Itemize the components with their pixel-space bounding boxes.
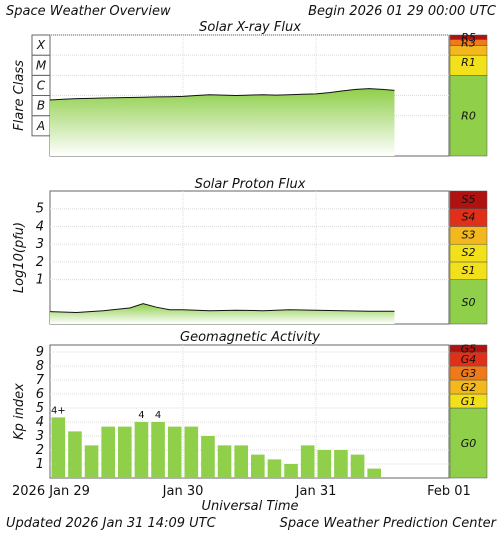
- y-tick-label: 1: [36, 457, 44, 472]
- kp-bar: [234, 445, 248, 478]
- credit: Space Weather Prediction Center: [280, 516, 498, 531]
- s-scale-label: S1: [462, 264, 476, 277]
- s-scale-label: S0: [462, 296, 476, 309]
- x-axis-label: Universal Time: [201, 499, 298, 514]
- kp-bar: [251, 454, 265, 478]
- y-axis-label: Kp index: [12, 383, 27, 440]
- r-scale-label: R5: [461, 31, 476, 44]
- kp-bar: [134, 422, 149, 478]
- y-tick-label: 9: [36, 345, 44, 360]
- updated-time: Updated 2026 Jan 31 14:09 UTC: [6, 516, 217, 531]
- kp-bar: [334, 450, 348, 478]
- flare-class-tick: A: [36, 119, 45, 133]
- y-tick-label: 7: [36, 373, 45, 388]
- xray-title: Solar X-ray Flux: [199, 20, 301, 35]
- s-scale-label: S4: [462, 211, 476, 224]
- r-scale-label: R1: [461, 56, 476, 69]
- kp-bar: [68, 431, 82, 478]
- xray-flux-line: [49, 88, 395, 101]
- s-scale-label: S2: [462, 246, 476, 259]
- kp-data-label: 4: [155, 410, 161, 421]
- kp-bar: [118, 426, 132, 478]
- y-tick-label: 6: [36, 387, 44, 402]
- kp-bar: [217, 445, 232, 478]
- kp-bar: [350, 454, 365, 478]
- kp-bar: [51, 417, 66, 478]
- flare-class-box: [31, 34, 51, 56]
- kp-bar: [367, 468, 381, 478]
- kp-bar: [151, 422, 165, 478]
- geomag-title: Geomagnetic Activity: [180, 330, 320, 345]
- g-scale-label: G4: [461, 353, 477, 366]
- y-axis-label: Log10(pfu): [12, 222, 27, 293]
- proton-title: Solar Proton Flux: [195, 177, 306, 192]
- kp-bar: [167, 426, 182, 478]
- x-tick-label: Feb 01: [427, 484, 471, 499]
- g-scale-label: G5: [461, 343, 477, 356]
- begin-time: Begin 2026 01 29 00:00 UTC: [308, 4, 497, 19]
- xray-flux-area: [50, 88, 395, 156]
- r-scale-label: R3: [461, 37, 476, 50]
- kp-data-label: 4: [138, 410, 144, 421]
- r-scale-label: R0: [461, 110, 476, 123]
- y-tick-label: 3: [36, 429, 44, 444]
- kp-bar: [267, 459, 282, 478]
- kp-bar: [101, 426, 115, 478]
- y-tick-label: 2: [36, 255, 44, 270]
- g-scale-label: G0: [461, 437, 477, 450]
- x-tick-label: 2026 Jan 29: [12, 484, 90, 499]
- y-tick-label: 3: [36, 237, 44, 252]
- g-scale-label: G2: [461, 381, 477, 394]
- kp-bar: [284, 464, 298, 478]
- r-scale-segment: [449, 34, 488, 40]
- flare-class-tick: X: [36, 38, 46, 52]
- g-scale-segment: [449, 344, 488, 353]
- plot-frame: [49, 344, 450, 479]
- s-scale-segment: [449, 190, 488, 209]
- flare-class-tick: B: [37, 99, 45, 113]
- kp-bar: [84, 445, 99, 478]
- plot-frame: [49, 190, 450, 325]
- g-scale-label: G1: [461, 395, 477, 408]
- proton-flux-line: [49, 303, 395, 314]
- kp-bar: [317, 450, 332, 478]
- kp-bar: [300, 445, 315, 478]
- x-tick-label: Jan 31: [295, 484, 337, 499]
- kp-bar: [184, 426, 199, 478]
- g-scale-segment: [449, 407, 488, 479]
- s-scale-label: S5: [462, 193, 476, 206]
- y-tick-label: 4: [36, 219, 44, 234]
- g-scale-label: G3: [461, 367, 477, 380]
- x-tick-label: Jan 30: [162, 484, 204, 499]
- y-tick-label: 5: [36, 401, 44, 416]
- kp-data-label: 4+: [51, 405, 66, 416]
- y-tick-label: 8: [36, 359, 44, 374]
- flare-class-tick: C: [37, 78, 46, 92]
- s-scale-segment: [449, 279, 488, 325]
- y-axis-label: Flare Class: [12, 60, 27, 131]
- y-tick-label: 2: [36, 443, 44, 458]
- flare-class-tick: M: [36, 58, 47, 72]
- y-tick-label: 5: [36, 202, 44, 217]
- y-tick-label: 1: [36, 273, 44, 288]
- overview-title: Space Weather Overview: [6, 4, 171, 19]
- kp-bar: [201, 436, 215, 478]
- y-tick-label: 4: [36, 415, 44, 430]
- proton-flux-area: [50, 303, 395, 324]
- s-scale-label: S3: [462, 228, 476, 241]
